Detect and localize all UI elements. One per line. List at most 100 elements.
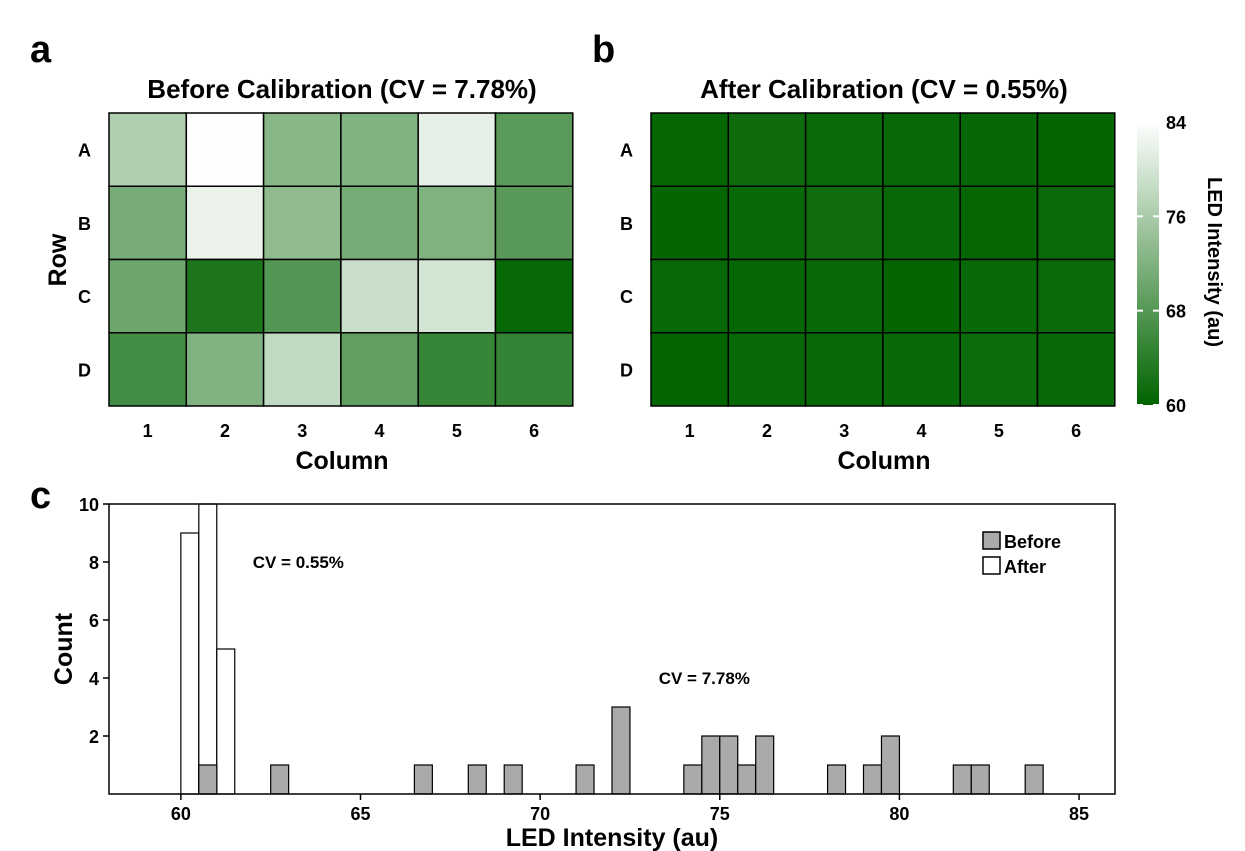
panel-letter-c: c [30,475,51,517]
heatmap-cell [417,258,497,334]
heatmap-cell [185,332,265,407]
heatmap-cell [185,185,265,261]
histogram-bar-after [216,648,236,795]
cv-annotation: CV = 7.78% [659,669,750,688]
histogram-frame [108,503,1116,795]
heatmap-before-x-axis-title: Column [295,447,388,475]
column-label: 6 [1071,421,1081,441]
x-tick-label: 70 [530,804,550,824]
column-label: 3 [839,421,849,441]
colorbar-tick-label: 60 [1166,396,1186,416]
heatmap-cell [108,258,188,334]
heatmap-cell [108,112,188,187]
legend-label-after: After [1004,557,1046,577]
column-label: 2 [220,421,230,441]
cv-annotation: CV = 0.55% [253,553,344,572]
colorbar-gradient [1137,122,1159,405]
heatmap-cell [959,112,1039,187]
histogram-bar-after [180,532,200,795]
heatmap-cell [882,112,961,187]
heatmap-after-title: After Calibration (CV = 0.55%) [700,74,1068,104]
heatmap-cell [340,332,419,407]
legend-swatch-before [982,531,1001,550]
legend-swatch-after [982,556,1001,575]
heatmap-cell [727,332,807,407]
column-label: 1 [685,421,695,441]
panel-letter-b: b [592,29,615,71]
x-tick-label: 85 [1069,804,1089,824]
heatmap-cell [262,258,342,334]
heatmap-cell [727,185,807,261]
colorbar-tick-label: 84 [1166,113,1186,133]
legend: Before After [982,531,1061,577]
y-tick-label: 2 [89,727,99,747]
row-label: A [620,141,633,161]
column-label: 4 [917,421,927,441]
histogram-bar-before [952,764,972,795]
histogram-bar-before [719,735,739,795]
colorbar-label: LED Intensity (au) [1203,177,1225,347]
heatmap-cell [959,332,1039,407]
heatmap-cell [727,112,807,187]
histogram-y-axis-title: Count [50,612,78,685]
histogram-bar-after [198,503,218,795]
y-tick-label: 8 [89,553,99,573]
histogram-y-ticks: 2 4 6 8 10 [79,495,109,747]
heatmap-after-x-axis-title: Column [837,447,930,475]
histogram-bar-before [683,764,703,795]
heatmap-cell [650,112,730,187]
histogram-bar-before [1024,764,1044,795]
row-label: D [78,360,91,380]
x-tick-label: 60 [171,804,191,824]
column-label: 2 [762,421,772,441]
heatmap-after-cells [650,112,1116,407]
histogram-bar-before [701,735,721,795]
heatmap-cell [882,185,961,261]
row-label: B [78,214,91,234]
y-tick-label: 10 [79,495,99,515]
column-label: 4 [375,421,385,441]
histogram-bar-before [413,764,433,795]
heatmap-cell [727,258,807,334]
x-tick-label: 80 [889,804,909,824]
histogram-bar-before [503,764,523,795]
histogram-bar-before [270,764,290,795]
heatmap-cell [262,332,342,407]
histogram-bar-before [862,764,883,795]
heatmap-cell [108,332,188,407]
heatmap-cell [650,258,730,334]
heatmap-before: Before Calibration (CV = 7.78%) A B C D 1 2 3… [44,74,574,475]
column-label: 6 [529,421,539,441]
histogram: 60 65 70 75 80 85 2 4 6 8 10 CV = 0.55% CV = 7.78%… [50,495,1116,851]
colorbar-tick-label: 76 [1166,207,1186,227]
heatmap-cell [804,258,884,334]
heatmap-cell [262,185,342,261]
heatmap-cell [882,332,961,407]
panel-letter-a: a [30,29,52,71]
row-label: A [78,141,91,161]
heatmap-cell [1036,332,1116,407]
heatmap-cell [185,112,265,187]
heatmap-cell [340,185,419,261]
heatmap-cell [494,258,574,334]
heatmap-after-row-labels: A B C D [620,141,633,381]
heatmap-cell [494,332,574,407]
colorbar: 60 68 76 84 LED Intensity (au) [1137,113,1225,416]
row-label: B [620,214,633,234]
y-tick-label: 4 [89,669,99,689]
histogram-bar-before [755,735,775,795]
heatmap-cell [882,258,961,334]
heatmap-cell [1036,258,1116,334]
heatmap-before-cells [108,112,574,407]
histogram-bar-before [826,764,847,795]
heatmap-cell [804,112,884,187]
heatmap-before-title: Before Calibration (CV = 7.78%) [147,74,536,104]
heatmap-before-row-labels: A B C D [78,141,91,381]
histogram-bar-before [198,764,218,795]
histogram-annotations: CV = 0.55% CV = 7.78% [253,553,750,688]
y-tick-label: 6 [89,611,99,631]
heatmap-cell [1036,185,1116,261]
heatmap-cell [804,332,884,407]
heatmap-cell [959,185,1039,261]
